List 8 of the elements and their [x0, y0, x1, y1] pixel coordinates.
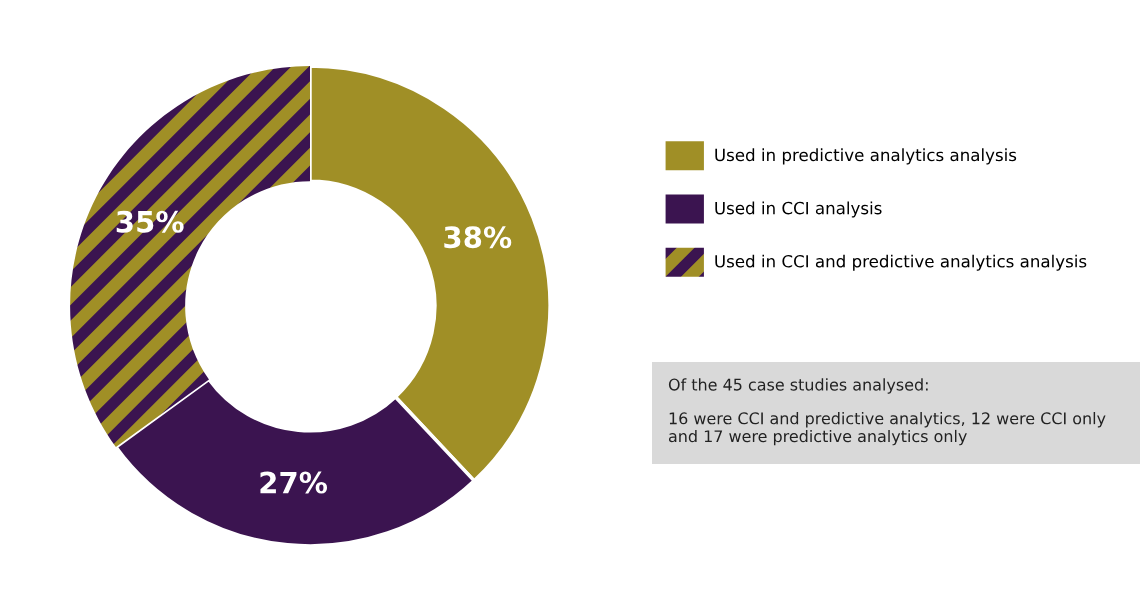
data-label: 27% — [260, 471, 328, 494]
legend-label: Used in CCI and predictive analytics analysis — [715, 254, 1087, 271]
data-label: 38% — [444, 226, 512, 249]
data-label: 35% — [116, 210, 184, 233]
text: 16 were CCI and predictive analytics, 12 were CCI only and 17 were predictive analytics only — [668, 412, 1106, 446]
legend-label: Used in CCI analysis — [715, 201, 882, 218]
legend-label: Used in predictive analytics analysis — [715, 148, 1017, 165]
text: Of the 45 case studies analysed: — [668, 378, 928, 394]
